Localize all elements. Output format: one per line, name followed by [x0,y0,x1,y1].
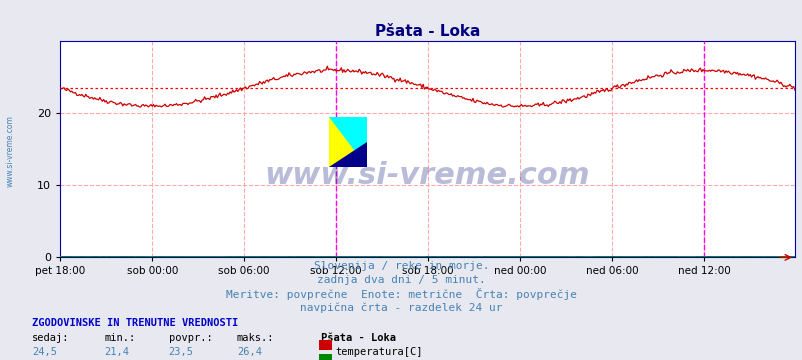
Text: www.si-vreme.com: www.si-vreme.com [265,161,589,190]
Text: maks.:: maks.: [237,333,274,343]
Text: ZGODOVINSKE IN TRENUTNE VREDNOSTI: ZGODOVINSKE IN TRENUTNE VREDNOSTI [32,318,238,328]
Text: temperatura[C]: temperatura[C] [335,347,423,357]
Text: 26,4: 26,4 [237,347,261,357]
Title: Pšata - Loka: Pšata - Loka [375,24,480,39]
Text: Pšata - Loka: Pšata - Loka [321,333,395,343]
Text: www.si-vreme.com: www.si-vreme.com [6,115,15,187]
Text: 24,5: 24,5 [32,347,57,357]
Text: zadnja dva dni / 5 minut.: zadnja dva dni / 5 minut. [317,275,485,285]
Text: 21,4: 21,4 [104,347,129,357]
Bar [328,117,367,167]
Text: Meritve: povprečne  Enote: metrične  Črta: povprečje: Meritve: povprečne Enote: metrične Črta:… [225,288,577,300]
Polygon shape [328,142,367,167]
Text: povpr.:: povpr.: [168,333,212,343]
Polygon shape [328,117,367,167]
Text: Slovenija / reke in morje.: Slovenija / reke in morje. [314,261,488,271]
Text: min.:: min.: [104,333,136,343]
Text: sedaj:: sedaj: [32,333,70,343]
Text: 23,5: 23,5 [168,347,193,357]
Text: navpična črta - razdelek 24 ur: navpična črta - razdelek 24 ur [300,302,502,312]
